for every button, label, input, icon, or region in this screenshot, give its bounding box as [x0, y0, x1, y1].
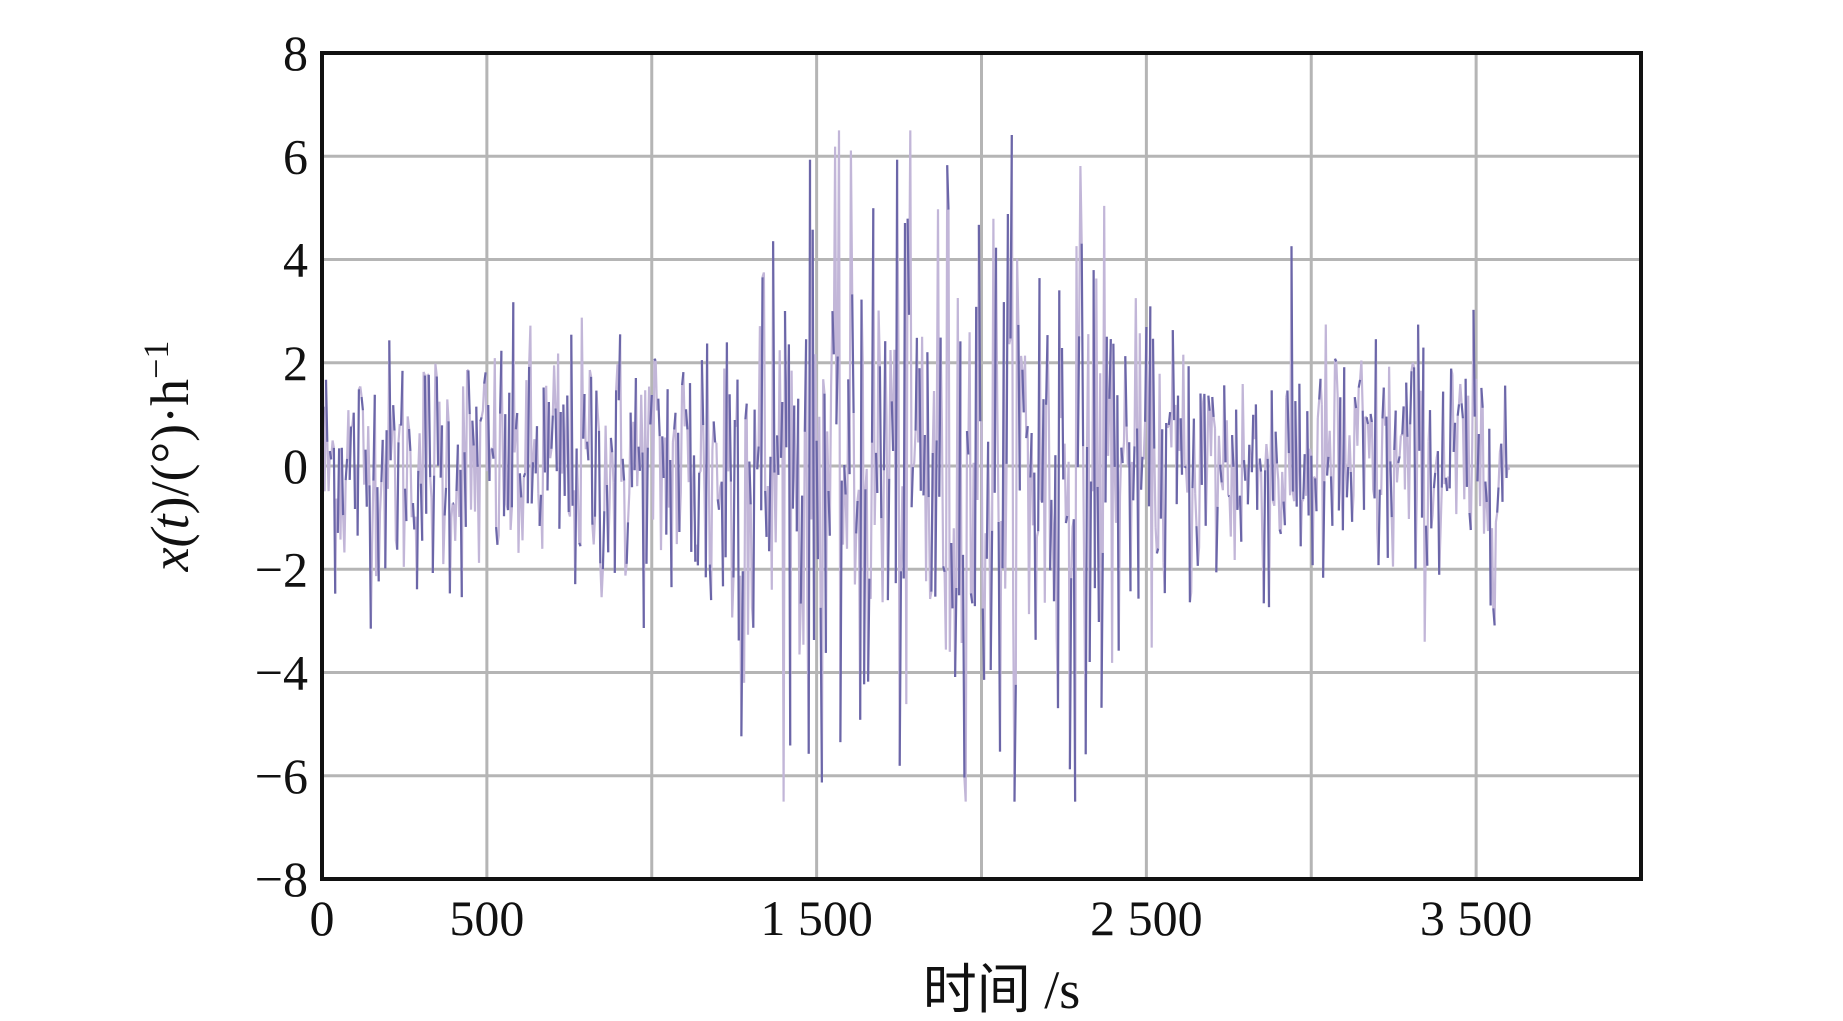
y-axis-title-exp: −1 [136, 341, 176, 379]
plot-frame [320, 51, 1643, 881]
y-tick-label: 6 [283, 128, 308, 184]
y-axis-title: x(t)/(°)·h−1 [136, 341, 200, 573]
y-tick-label: 4 [283, 232, 308, 288]
x-axis-title: 时间 /s [923, 960, 1081, 1016]
x-tick-label: 2 500 [1090, 890, 1203, 946]
y-axis-title-var: t [140, 512, 200, 529]
y-axis-title-base: x( [140, 526, 200, 572]
y-tick-label: 2 [283, 335, 308, 391]
y-axis-title-unit: )/(°)·h [140, 379, 200, 515]
y-tick-labels: 8 6 4 2 0 −2 −4 −6 −8 [255, 25, 308, 907]
y-tick-label: −8 [255, 851, 308, 907]
y-tick-label: 8 [283, 25, 308, 81]
x-tick-label: 3 500 [1420, 890, 1533, 946]
y-tick-label: 0 [283, 438, 308, 494]
x-tick-label: 1 500 [760, 890, 873, 946]
x-tick-label: 500 [449, 890, 524, 946]
x-tick-label: 0 [310, 890, 335, 946]
y-tick-label: −6 [255, 748, 308, 804]
y-tick-label: −2 [255, 541, 308, 597]
y-tick-label: −4 [255, 645, 308, 701]
x-tick-labels: 0 500 1 500 2 500 3 500 [310, 890, 1533, 946]
